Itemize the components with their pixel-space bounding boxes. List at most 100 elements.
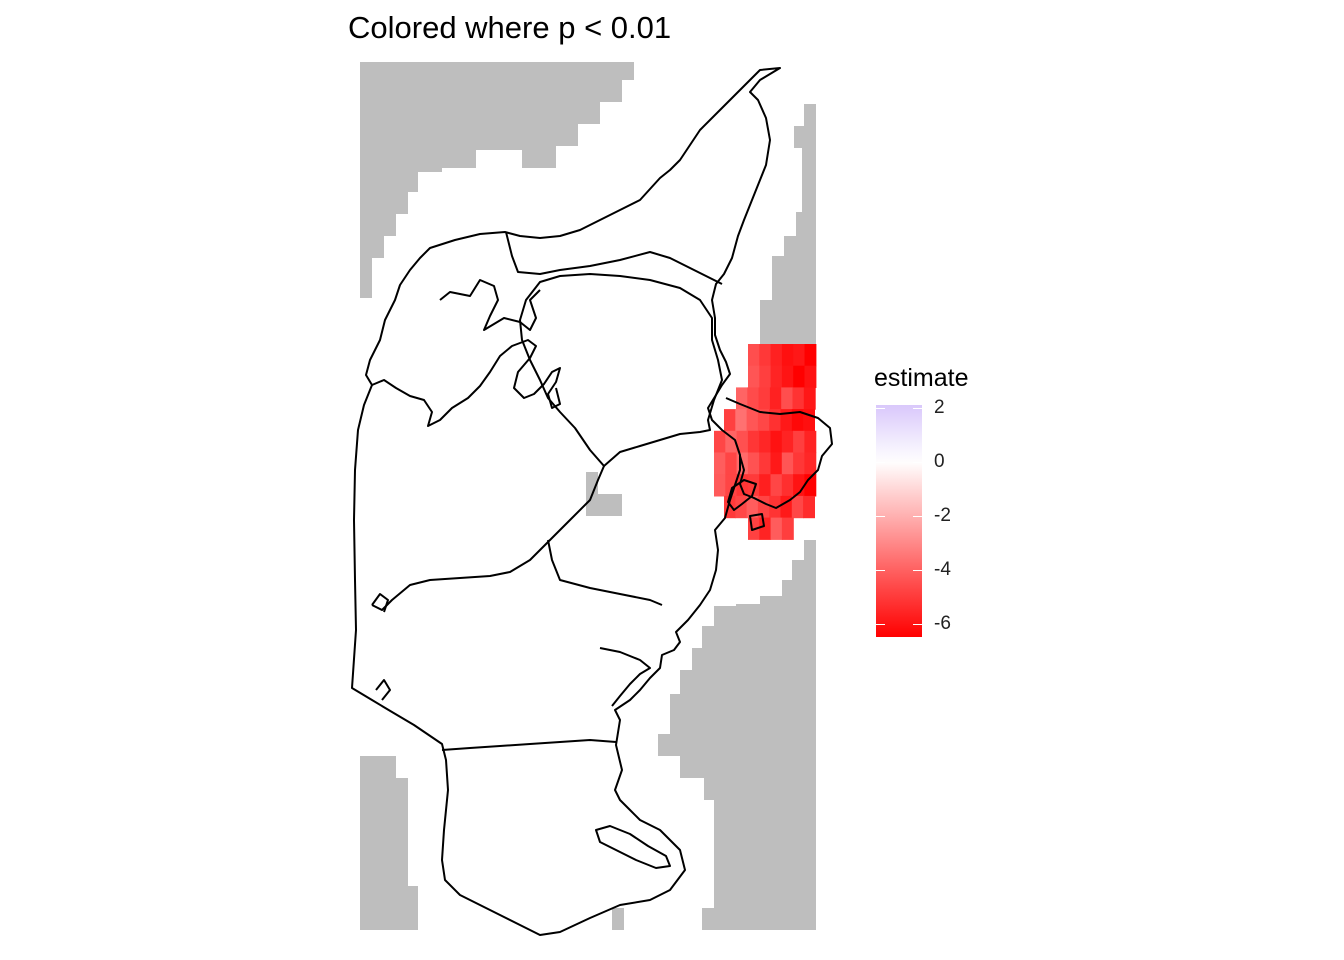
significant-cell [714, 474, 726, 497]
significant-cell [736, 474, 749, 497]
border-west-diagonal [371, 465, 605, 611]
significant-cell [770, 430, 783, 454]
significant-cell [780, 495, 793, 519]
legend-tick-mark [913, 461, 922, 463]
legend-tick-label: 0 [934, 450, 945, 472]
southwest-bay [375, 679, 391, 701]
significant-cell [758, 387, 771, 410]
significant-cell [803, 495, 815, 519]
significant-cell [769, 409, 782, 432]
significant-cell [781, 430, 794, 454]
significant-cell [780, 409, 793, 432]
significant-cell [803, 409, 815, 432]
significant-cell [747, 430, 760, 454]
significant-cell [803, 387, 816, 410]
significant-estimate-cells [714, 344, 817, 540]
significant-cell [770, 365, 783, 388]
border-north [505, 231, 723, 285]
significant-cell [759, 344, 772, 367]
south-fjord [599, 647, 651, 707]
significant-cell [714, 430, 726, 454]
significant-cell [770, 474, 783, 497]
legend-colorbar [876, 405, 922, 637]
significant-cell [757, 495, 770, 519]
significant-cell [793, 474, 805, 497]
significant-cell [735, 409, 748, 432]
significant-cell [793, 344, 806, 367]
legend-tick-mark [876, 623, 885, 625]
significant-cell [792, 387, 805, 410]
legend-tick-mark [913, 407, 922, 409]
significant-cell [804, 365, 817, 388]
significant-cell [725, 474, 738, 497]
significant-cell [736, 387, 748, 410]
legend: estimate 2 0 -2 -4 -6 [874, 364, 1034, 654]
significant-cell [793, 452, 805, 475]
significant-cell [759, 474, 772, 497]
legend-tick-mark [876, 515, 885, 517]
significant-cell [781, 344, 794, 367]
significant-cell [791, 409, 804, 432]
south-island [595, 825, 671, 869]
legend-tick-mark [913, 515, 922, 517]
significant-cell [759, 365, 772, 388]
significant-cell [725, 452, 738, 475]
significant-cell [748, 365, 760, 388]
gray-region-bottom-left [360, 756, 418, 930]
gray-region-top-left [360, 62, 634, 298]
legend-title: estimate [874, 364, 969, 392]
significant-cell [746, 409, 759, 432]
significant-cell [804, 452, 817, 475]
border-south [441, 739, 617, 751]
gray-cell-bottom [612, 908, 624, 930]
significant-cell [759, 517, 772, 540]
east-peninsula [725, 397, 833, 509]
significant-cell [724, 409, 736, 432]
significant-cell [746, 495, 759, 519]
significant-cell [769, 387, 782, 410]
gray-region-right-north [760, 104, 816, 344]
east-island-tiny [749, 513, 765, 531]
legend-tick-label: -2 [934, 504, 951, 526]
significant-cell [804, 430, 817, 454]
legend-tick-mark [876, 461, 885, 463]
legend-tick-mark [913, 569, 922, 571]
legend-tick-label: 2 [934, 396, 945, 418]
legend-tick-label: -6 [934, 612, 951, 634]
significant-cell [781, 365, 794, 388]
non-significant-cells [360, 62, 816, 930]
significant-cell [759, 430, 772, 454]
significant-cell [781, 474, 794, 497]
significant-cell [748, 344, 760, 367]
legend-tick-label: -4 [934, 558, 951, 580]
plot-title: Colored where p < 0.01 [348, 10, 672, 45]
significant-cell [736, 430, 749, 454]
west-bay [371, 593, 389, 613]
legend-tick-mark [876, 407, 885, 409]
border-southeast [547, 539, 663, 606]
significant-cell [770, 344, 783, 367]
fjord-inner [439, 279, 541, 331]
significant-cell [714, 452, 726, 475]
fjord-inlet [371, 339, 561, 427]
significant-cell [757, 409, 770, 432]
significant-cell [793, 365, 806, 388]
gray-region-right-south [658, 540, 816, 930]
significant-cell [747, 452, 760, 475]
significant-cell [781, 452, 794, 475]
significant-cell [770, 452, 783, 475]
significant-cell [781, 517, 794, 540]
significant-cell [791, 495, 804, 519]
significant-cell [747, 474, 760, 497]
significant-cell [781, 387, 794, 410]
significant-cell [804, 344, 817, 367]
significant-cell [725, 430, 738, 454]
gray-cell-center-2 [598, 494, 622, 516]
significant-cell [804, 474, 817, 497]
significant-cell [735, 495, 748, 519]
east-island-small [727, 479, 757, 511]
legend-tick-mark [876, 569, 885, 571]
significant-cell [724, 495, 736, 519]
significant-cell [770, 517, 783, 540]
